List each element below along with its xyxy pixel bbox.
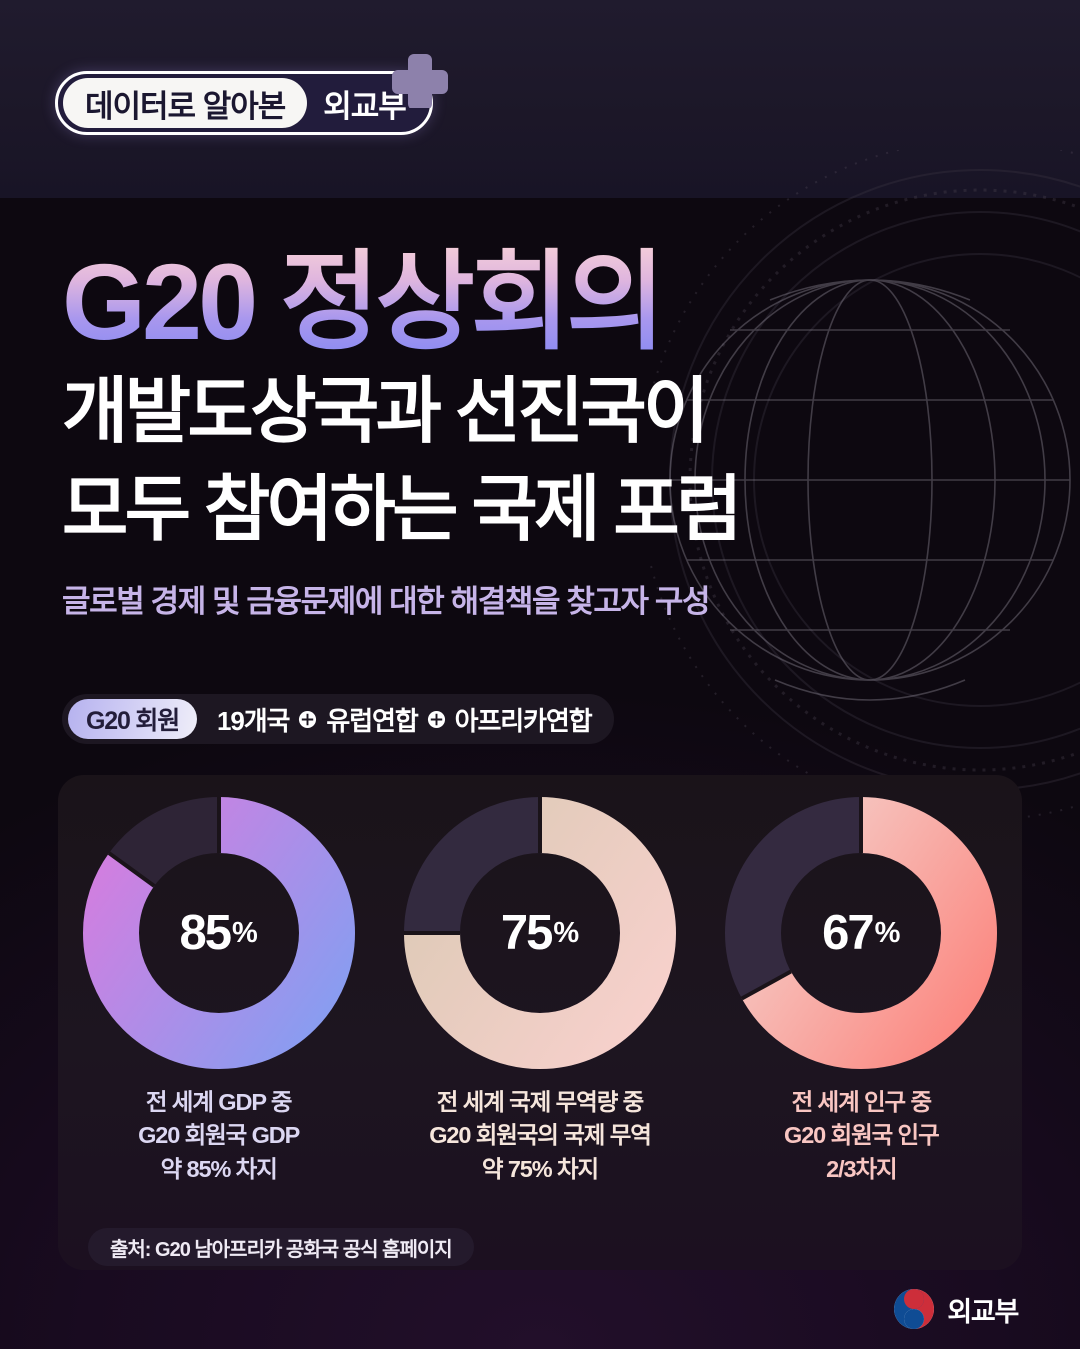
donut-value-number: 85 xyxy=(179,906,232,960)
source-pill: 출처: G20 남아프리카 공화국 공식 홈페이지 xyxy=(88,1228,474,1266)
ministry-name-label: 외교부 xyxy=(947,1296,1019,1327)
donut-value-number: 67 xyxy=(822,906,874,960)
donut-value-label-trade: 75% xyxy=(404,797,676,1069)
member-chip-label: G20 회원 xyxy=(68,699,197,739)
subtitle-line-2: 모두 참여하는 국제 포럼 xyxy=(62,469,742,550)
donut-value-unit: % xyxy=(553,916,580,949)
caption-line-3: 2/3차지 xyxy=(826,1155,898,1182)
donut-ring-population: 67% xyxy=(725,797,998,1069)
donut-value-label-gdp: 85% xyxy=(83,797,355,1069)
member-part-1: 19개국 xyxy=(217,705,290,736)
caption-line-2: G20 회원국 GDP xyxy=(138,1122,300,1149)
caption-line-3: 약 85% 차지 xyxy=(160,1155,278,1182)
member-composition: 19개국 유럽연합 아프리카연합 xyxy=(217,701,593,738)
donut-chart-population: 67% 전 세계 인구 중 G20 회원국 인구 2/3차지 xyxy=(711,797,1011,1186)
donut-value-unit: % xyxy=(232,916,258,949)
footer-logo: 외교부 xyxy=(893,1288,1019,1330)
page-title: G20 정상회의 xyxy=(62,246,962,357)
donut-chart-gdp: 85% 전 세계 GDP 중 G20 회원국 GDP 약 85% 차지 xyxy=(69,797,369,1186)
taegeuk-logo-icon xyxy=(894,1289,935,1329)
brand-prefix-label: 데이터로 알아본 xyxy=(63,78,308,128)
member-bar: G20 회원 19개국 유럽연합 아프리카연합 xyxy=(62,694,614,744)
brand-name-label: 외교부 xyxy=(323,88,407,124)
donut-ring-gdp: 85% xyxy=(82,797,355,1069)
donut-caption-population: 전 세계 인구 중 G20 회원국 인구 2/3차지 xyxy=(784,1086,940,1186)
subtitle-line-1: 개발도상국과 선진국이 xyxy=(62,372,709,453)
plus-icon xyxy=(392,54,448,108)
member-part-3: 아프리카연합 xyxy=(454,705,593,736)
headline-section: G20 정상회의 개발도상국과 선진국이 모두 참여하는 국제 포럼 글로벌 경… xyxy=(62,246,962,621)
chart-panel: 85% 전 세계 GDP 중 G20 회원국 GDP 약 85% 차지 75% 전 세계 … xyxy=(58,775,1022,1270)
hero-description: 글로벌 경제 및 금융문제에 대한 해결책을 찾고자 구성 xyxy=(62,584,711,620)
caption-line-2: G20 회원국의 국제 무역 xyxy=(429,1122,652,1149)
donut-chart-row: 85% 전 세계 GDP 중 G20 회원국 GDP 약 85% 차지 75% 전 세계 … xyxy=(58,797,1022,1186)
donut-ring-trade: 75% xyxy=(403,797,676,1069)
caption-line-3: 약 75% 차지 xyxy=(481,1155,599,1182)
donut-value-label-population: 67% xyxy=(725,797,997,1069)
donut-caption-gdp: 전 세계 GDP 중 G20 회원국 GDP 약 85% 차지 xyxy=(138,1086,300,1186)
plus-circle-icon xyxy=(298,710,317,729)
caption-line-2: G20 회원국 인구 xyxy=(784,1122,940,1149)
caption-line-1: 전 세계 GDP 중 xyxy=(145,1089,293,1115)
donut-value-number: 75 xyxy=(500,906,553,960)
donut-value-unit: % xyxy=(874,916,901,949)
caption-line-1: 전 세계 국제 무역량 중 xyxy=(436,1089,645,1115)
plus-circle-icon-2 xyxy=(427,710,446,729)
brand-badge[interactable]: 데이터로 알아본 외교부 xyxy=(55,71,433,135)
caption-line-1: 전 세계 인구 중 xyxy=(791,1089,933,1115)
member-part-2: 유럽연합 xyxy=(326,705,418,736)
